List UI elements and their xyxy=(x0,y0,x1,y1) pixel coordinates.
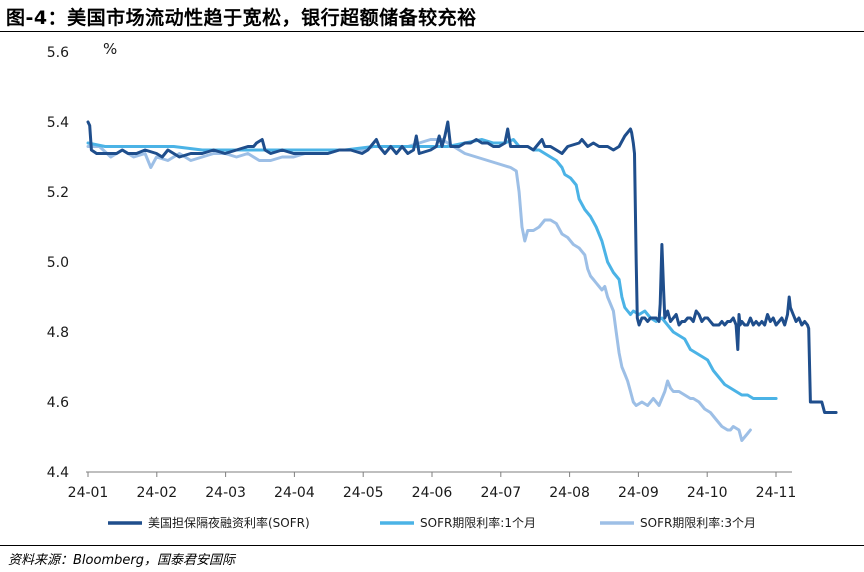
source-note: 资料来源：Bloomberg，国泰君安国际 xyxy=(8,553,235,568)
figure-title: 图-4：美国市场流动性趋于宽松，银行超额储备较充裕 xyxy=(6,7,477,29)
source-rule xyxy=(0,545,864,546)
x-axis: 24-01 24-02 24-03 24-04 24-05 24-06 24-07 24-08… xyxy=(68,471,797,501)
series-line-2 xyxy=(86,138,778,400)
x-tick-label: 24-11 xyxy=(756,485,797,501)
x-tick-label: 24-02 xyxy=(136,485,177,501)
y-axis: 5.6 5.4 5.2 5.0 4.8 4.6 4.4% xyxy=(47,40,118,481)
x-tick-label: 24-06 xyxy=(412,485,453,501)
title-rule xyxy=(0,31,864,32)
y-tick-label: 5.0 xyxy=(47,255,69,271)
x-tick-label: 24-08 xyxy=(549,485,590,501)
x-tick-label: 24-05 xyxy=(343,485,384,501)
y-tick-label: 4.6 xyxy=(47,395,69,411)
x-tick-label: 24-04 xyxy=(274,485,315,501)
unit-label: % xyxy=(103,40,117,58)
y-tick-label: 4.8 xyxy=(47,325,69,341)
plot-lines xyxy=(86,120,838,442)
series-line-1 xyxy=(86,120,838,414)
y-tick-label: 5.4 xyxy=(47,115,69,131)
legend-label: 美国担保隔夜融资利率(SOFR) xyxy=(148,515,310,530)
series-line-3 xyxy=(86,138,752,442)
legend: 美国担保隔夜融资利率(SOFR) SOFR期限利率:1个月 SOFR期限利率:3个月 xyxy=(108,515,756,530)
legend-label: SOFR期限利率:1个月 xyxy=(420,515,536,530)
x-tick-label: 24-10 xyxy=(687,485,728,501)
y-tick-label: 4.4 xyxy=(47,465,69,481)
x-tick-label: 24-09 xyxy=(618,485,659,501)
y-tick-label: 5.2 xyxy=(47,185,69,201)
x-tick-label: 24-03 xyxy=(205,485,246,501)
x-tick-label: 24-01 xyxy=(68,485,109,501)
y-tick-label: 5.6 xyxy=(47,45,69,61)
x-tick-label: 24-07 xyxy=(480,485,521,501)
legend-label: SOFR期限利率:3个月 xyxy=(640,515,756,530)
